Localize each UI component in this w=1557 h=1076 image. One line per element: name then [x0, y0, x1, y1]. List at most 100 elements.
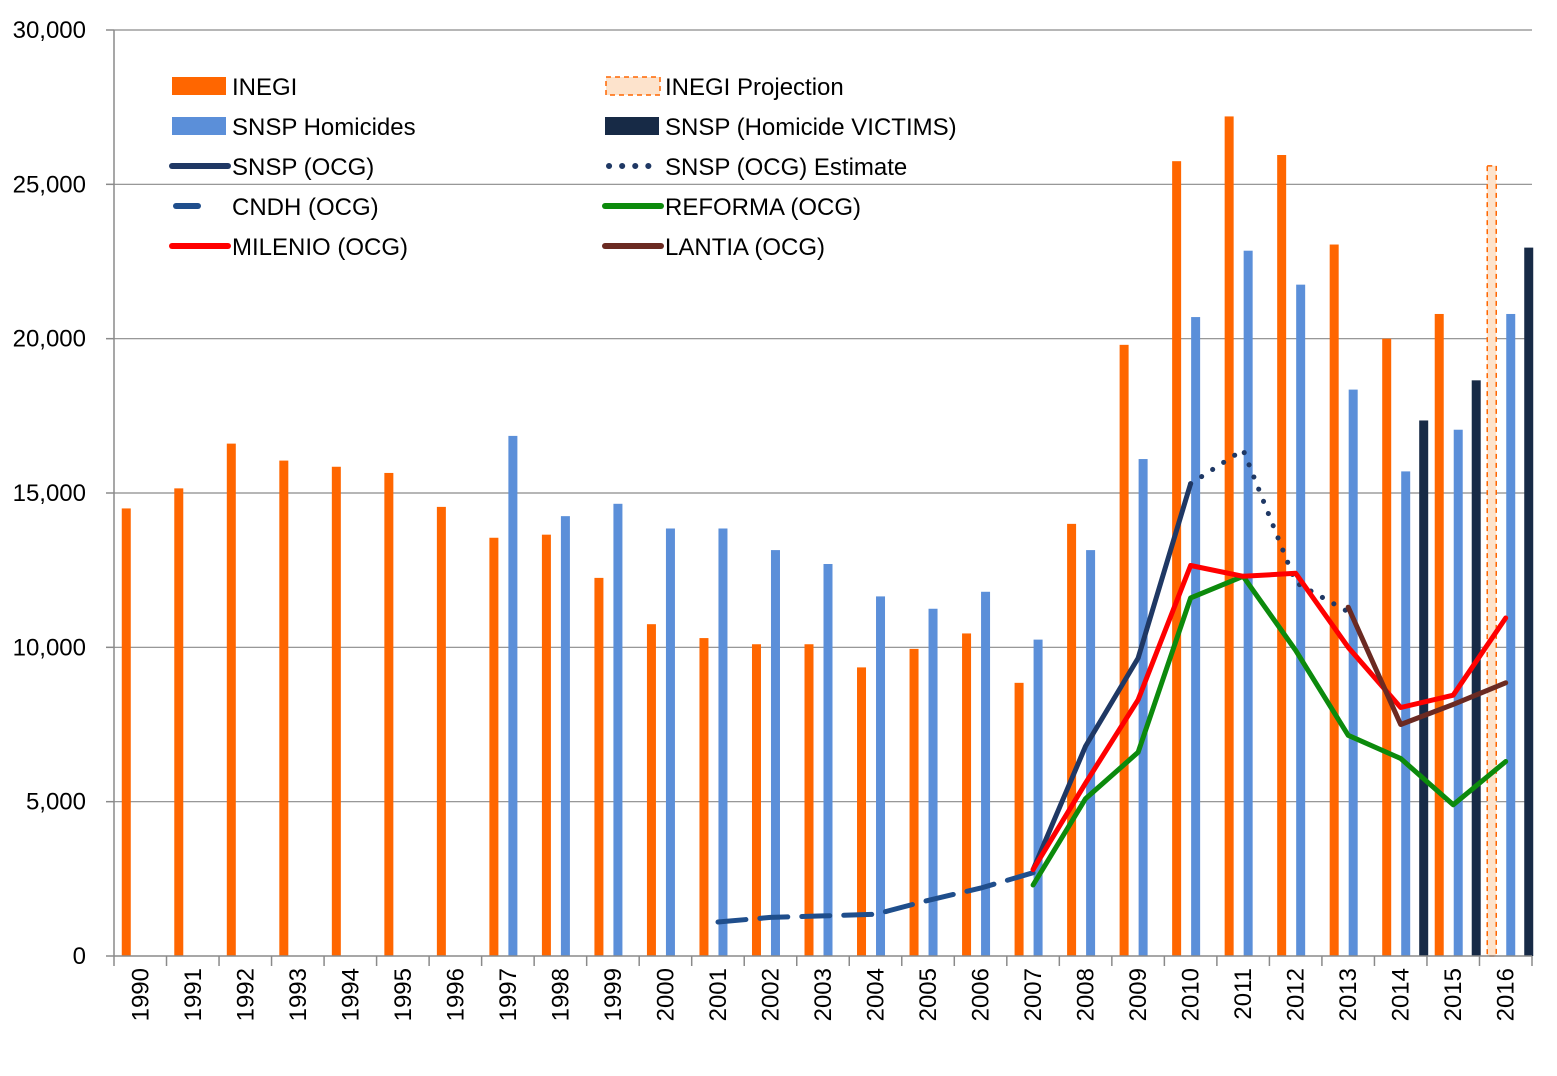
- gridlines: [114, 29, 1532, 803]
- legend-inegi-projection-swatch: [605, 76, 661, 96]
- y-tick-label: 15,000: [13, 480, 86, 507]
- bar-inegi-2015: [1434, 313, 1444, 956]
- x-tick-label: 2016: [1493, 968, 1520, 1021]
- line-milenio-ocg: [1030, 563, 1509, 873]
- legend-cndh-ocg-label: CNDH (OCG): [232, 194, 379, 221]
- y-tick-label: 30,000: [13, 17, 86, 44]
- x-tick-label: 2013: [1335, 968, 1362, 1021]
- legend-lantia-ocg-label: LANTIA (OCG): [665, 234, 825, 261]
- bar-inegi-2002: [751, 644, 761, 956]
- line-snsp-ocg: [1030, 481, 1194, 873]
- x-tick-label: 2015: [1440, 968, 1467, 1021]
- bar-inegi-2014: [1382, 338, 1392, 957]
- bar-snsp-homicides-2010: [1191, 317, 1201, 956]
- legend-inegi-swatch: [172, 77, 226, 95]
- legend-snsp-ocg-estimate-label: SNSP (OCG) Estimate: [665, 154, 907, 181]
- y-tick-label: 20,000: [13, 326, 86, 353]
- bar-snsp-homicides-2009: [1138, 459, 1148, 956]
- bar-snsp-homicide-victims-2014: [1419, 420, 1429, 956]
- line-snsp-ocg-estimate: [1188, 447, 1351, 615]
- bar-inegi-1991: [174, 488, 184, 956]
- y-tick-label: 5,000: [26, 789, 86, 816]
- x-tick-label: 2006: [968, 968, 995, 1021]
- bar-inegi-2006: [962, 633, 972, 956]
- legend: INEGI INEGI Projection SNSP Homicides SNSP …: [169, 74, 957, 261]
- x-tick-label: 2008: [1073, 968, 1100, 1021]
- x-tick-label: 2000: [652, 968, 679, 1021]
- bar-inegi-2012: [1277, 155, 1287, 956]
- bars: [121, 116, 1534, 957]
- legend-snsp-homicides-label: SNSP Homicides: [232, 114, 416, 141]
- x-tick-label: 2014: [1388, 968, 1415, 1021]
- bar-snsp-homicides-2004: [876, 596, 886, 956]
- bar-snsp-homicide-victims-2016: [1524, 247, 1534, 957]
- bar-inegi-1998: [541, 534, 551, 956]
- y-tick-label: 25,000: [13, 171, 86, 198]
- axes: 0 5,000 10,000 15,000 20,000 25,000 30,000 1990…: [13, 17, 1533, 1021]
- bar-inegi-2011: [1224, 116, 1234, 957]
- x-tick-label: 2012: [1283, 968, 1310, 1021]
- legend-snsp-ocg-label: SNSP (OCG): [232, 154, 374, 181]
- x-tick-label: 1996: [442, 968, 469, 1021]
- bar-snsp-homicides-2013: [1348, 389, 1358, 956]
- line-reforma-ocg: [1030, 573, 1509, 888]
- bar-snsp-homicides-2015: [1453, 429, 1463, 956]
- bar-snsp-homicides-2006: [981, 591, 991, 956]
- x-tick-label: 1993: [285, 968, 312, 1021]
- x-tick-label: 2003: [810, 968, 837, 1021]
- x-tick-label: 1999: [600, 968, 627, 1021]
- bar-inegi-1995: [384, 472, 394, 956]
- bar-inegi-2010: [1172, 161, 1182, 956]
- bar-snsp-homicides-2011: [1243, 250, 1253, 957]
- legend-inegi: INEGI: [172, 74, 297, 101]
- bar-snsp-homicides-2000: [665, 528, 675, 956]
- bar-inegi-2005: [909, 648, 919, 956]
- line-lantia-ocg: [1345, 604, 1509, 727]
- x-tick-label: 2010: [1178, 968, 1205, 1021]
- bar-inegi-1996: [436, 506, 446, 956]
- legend-milenio-ocg: MILENIO (OCG): [169, 234, 408, 261]
- bar-inegi-2001: [699, 638, 709, 956]
- lines: [715, 447, 1509, 925]
- x-tick-label: 2004: [863, 968, 890, 1021]
- x-tick-label: 2011: [1230, 968, 1257, 1020]
- legend-snsp-ocg-estimate: SNSP (OCG) Estimate: [606, 154, 907, 181]
- legend-inegi-projection-label: INEGI Projection: [665, 74, 844, 101]
- bar-inegi-1994: [331, 466, 341, 956]
- bar-snsp-homicides-2016: [1506, 313, 1516, 956]
- bar-inegi-2013: [1329, 244, 1339, 957]
- x-tick-label: 2009: [1125, 968, 1152, 1021]
- legend-inegi-label: INEGI: [232, 74, 297, 101]
- bar-inegi-1999: [594, 577, 604, 956]
- y-tick-label: 10,000: [13, 634, 86, 661]
- bar-snsp-homicides-1997: [508, 435, 518, 956]
- bar-snsp-homicides-1998: [560, 516, 570, 956]
- bar-snsp-homicides-2001: [718, 528, 728, 956]
- x-tick-label: 2007: [1020, 968, 1047, 1021]
- x-tick-label: 2005: [915, 968, 942, 1021]
- bar-snsp-homicides-2002: [770, 550, 780, 956]
- legend-snsp-homicide-victims: SNSP (Homicide VICTIMS): [605, 114, 957, 141]
- bar-inegi-2007: [1014, 682, 1024, 956]
- x-tick-label: 2002: [757, 968, 784, 1021]
- legend-milenio-ocg-label: MILENIO (OCG): [232, 234, 408, 261]
- bar-inegi-2003: [804, 644, 814, 956]
- legend-snsp-homicides-swatch: [172, 117, 226, 135]
- legend-snsp-ocg: SNSP (OCG): [169, 154, 374, 181]
- bar-snsp-homicides-2005: [928, 608, 938, 956]
- x-tick-label: 1998: [547, 968, 574, 1021]
- bar-inegi-2008: [1067, 523, 1077, 956]
- bar-inegi-1993: [279, 460, 289, 956]
- y-tick-label: 0: [73, 943, 86, 970]
- bar-snsp-homicides-2012: [1296, 284, 1306, 956]
- bar-snsp-homicides-2007: [1033, 639, 1043, 956]
- x-tick-label: 1991: [180, 968, 207, 1021]
- x-tick-label: 1995: [390, 968, 417, 1021]
- legend-cndh-ocg: CNDH (OCG): [173, 194, 379, 221]
- bar-snsp-homicides-1999: [613, 503, 623, 956]
- x-tick-label: 1994: [337, 968, 364, 1021]
- x-tick-label: 1990: [127, 968, 154, 1021]
- bar-snsp-homicide-victims-2015: [1471, 380, 1481, 956]
